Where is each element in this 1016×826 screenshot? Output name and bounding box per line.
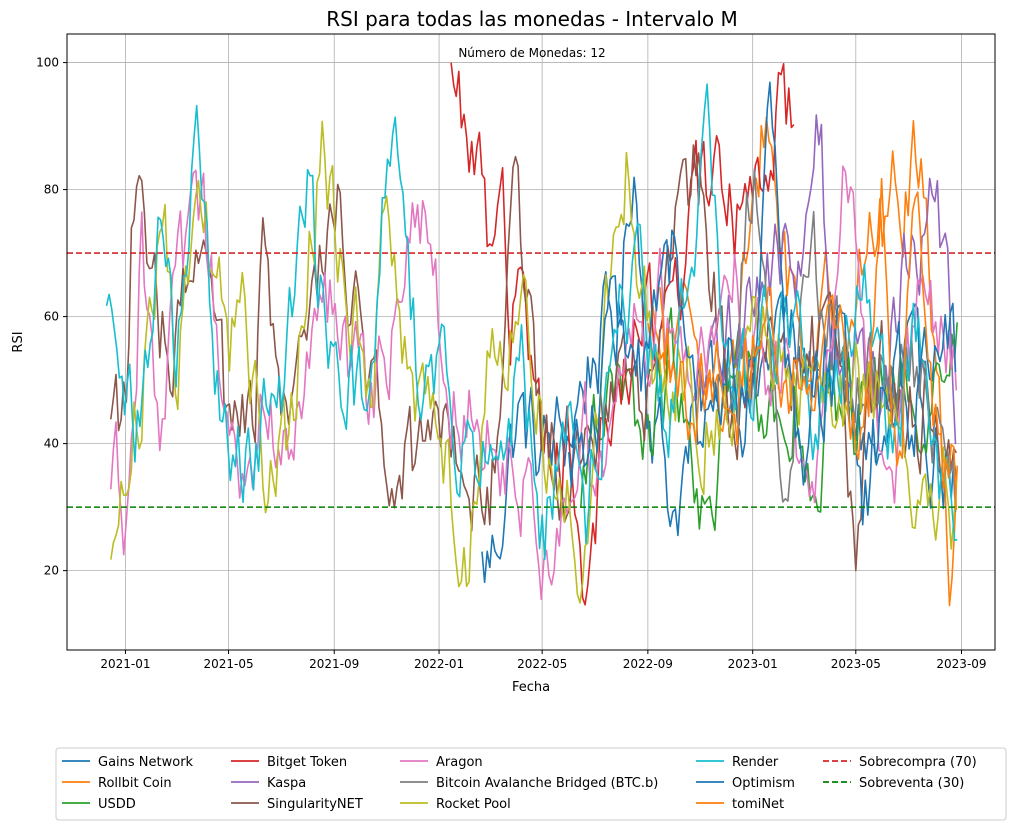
x-tick-label: 2022-09 bbox=[623, 657, 673, 671]
legend-label: tomiNet bbox=[732, 797, 784, 812]
y-axis: 20 40 60 80 100 bbox=[36, 56, 67, 578]
x-axis: 2021-01 2021-05 2021-09 2022-01 2022-05 2022-… bbox=[100, 650, 987, 671]
series-line-7 bbox=[725, 168, 957, 513]
legend-label: Gains Network bbox=[98, 755, 194, 770]
plot-frame bbox=[66, 33, 996, 651]
legend-label: SingularityNET bbox=[267, 797, 363, 812]
y-tick-label: 60 bbox=[44, 310, 59, 324]
series-line-9 bbox=[105, 83, 958, 561]
coin-count-annotation: Número de Monedas: 12 bbox=[458, 46, 605, 60]
legend-label: Sobrecompra (70) bbox=[859, 755, 977, 770]
series-line-3 bbox=[450, 62, 795, 606]
legend-label: Render bbox=[732, 755, 779, 770]
x-tick-label: 2023-05 bbox=[831, 657, 881, 671]
chart-title: RSI para todas las monedas - Intervalo M bbox=[326, 7, 737, 31]
x-tick-label: 2021-01 bbox=[100, 657, 150, 671]
x-axis-label: Fecha bbox=[512, 680, 550, 695]
y-tick-label: 100 bbox=[36, 56, 59, 70]
legend-label: Rollbit Coin bbox=[98, 776, 172, 791]
legend-label: Optimism bbox=[732, 776, 795, 791]
series-line-11 bbox=[659, 177, 958, 511]
legend-label: Bitcoin Avalanche Bridged (BTC.b) bbox=[436, 776, 658, 791]
x-tick-label: 2021-09 bbox=[309, 657, 359, 671]
legend-label: Aragon bbox=[436, 755, 483, 770]
legend-label: Rocket Pool bbox=[436, 797, 511, 812]
legend-label: USDD bbox=[98, 797, 136, 812]
legend-label: Sobreventa (30) bbox=[859, 776, 964, 791]
x-tick-label: 2022-01 bbox=[414, 657, 464, 671]
series-lines bbox=[105, 62, 958, 607]
plot-grid bbox=[67, 34, 995, 650]
legend-box bbox=[55, 747, 1007, 821]
y-tick-label: 20 bbox=[44, 564, 59, 578]
series-line-5 bbox=[110, 144, 957, 572]
y-tick-label: 40 bbox=[44, 437, 59, 451]
y-axis-label: RSI bbox=[11, 331, 26, 352]
x-tick-label: 2023-09 bbox=[936, 657, 986, 671]
legend: Gains Network Rollbit Coin USDD Bitget Toke… bbox=[55, 747, 1007, 821]
x-tick-label: 2022-05 bbox=[517, 657, 567, 671]
y-tick-label: 80 bbox=[44, 183, 59, 197]
legend-label: Kaspa bbox=[267, 776, 306, 791]
legend-label: Bitget Token bbox=[267, 755, 347, 770]
x-tick-label: 2021-05 bbox=[203, 657, 253, 671]
x-tick-label: 2023-01 bbox=[728, 657, 778, 671]
